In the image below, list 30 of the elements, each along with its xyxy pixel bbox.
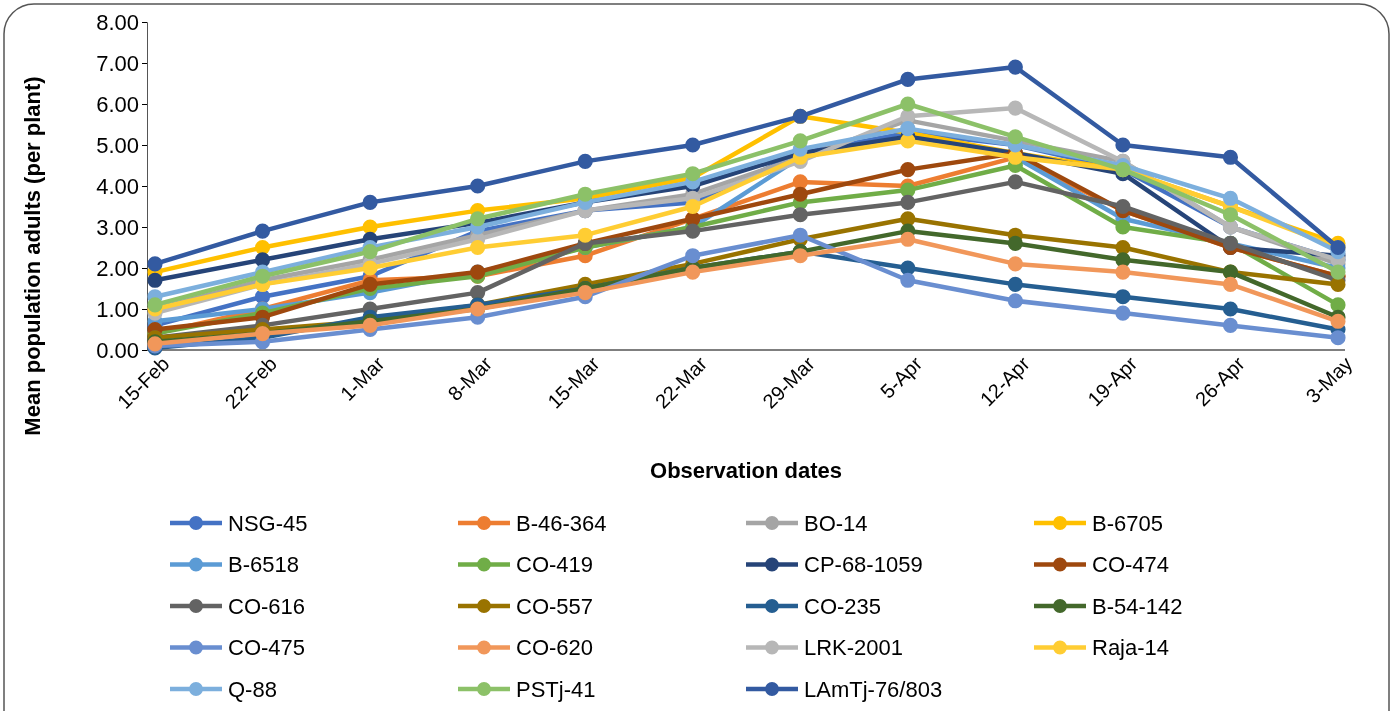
y-tick-label: 2.00 [96, 255, 139, 281]
legend-label: CO-616 [228, 593, 306, 619]
legend-label: Raja-14 [1092, 635, 1170, 661]
y-tick-label: 0.00 [96, 337, 139, 363]
legend-label: CO-475 [228, 635, 306, 661]
y-tick-label: 1.00 [96, 296, 139, 322]
legend-label: B-6518 [228, 552, 299, 578]
legend-label: PSTj-41 [516, 676, 596, 702]
legend-label: CO-419 [516, 552, 594, 578]
y-tick-label: 5.00 [96, 132, 139, 158]
legend-label: Q-88 [228, 676, 277, 702]
legend-label: CO-235 [804, 593, 882, 619]
legend-label: CP-68-1059 [804, 552, 923, 578]
y-tick-label: 8.00 [96, 9, 139, 35]
legend-label: B-54-142 [1092, 593, 1183, 619]
legend-label: CO-557 [516, 593, 594, 619]
legend-label: B-46-364 [516, 510, 607, 536]
legend-label: BO-14 [804, 510, 868, 536]
legend-label: LAmTj-76/803 [804, 676, 943, 702]
legend-label: CO-474 [1092, 552, 1170, 578]
y-tick-label: 3.00 [96, 214, 139, 240]
x-axis-title: Observation dates [650, 458, 842, 483]
legend-label: LRK-2001 [804, 635, 904, 661]
y-axis-title: Mean population adults (per plant) [20, 76, 45, 436]
y-tick-label: 4.00 [96, 173, 139, 199]
legend-label: NSG-45 [228, 510, 308, 536]
legend-label: B-6705 [1092, 510, 1163, 536]
legend-label: CO-620 [516, 635, 594, 661]
y-tick-label: 7.00 [96, 50, 139, 76]
y-tick-label: 6.00 [96, 91, 139, 117]
